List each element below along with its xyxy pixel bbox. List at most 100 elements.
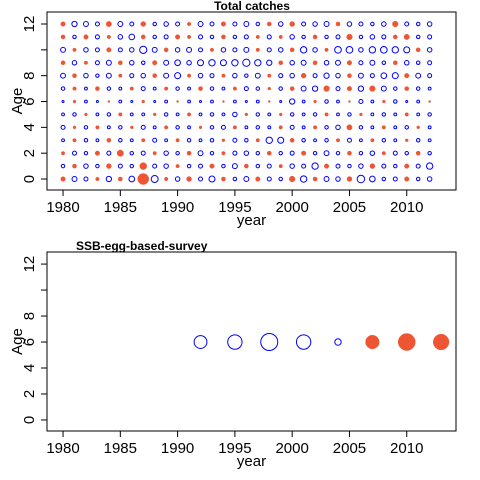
bubble: [187, 73, 192, 78]
bubble: [334, 46, 342, 54]
bubble: [425, 162, 434, 170]
bubble: [174, 176, 181, 182]
bubble: [266, 21, 272, 27]
bubble: [140, 124, 146, 130]
bubble: [210, 99, 214, 104]
bubble: [95, 100, 99, 104]
bubble: [279, 112, 283, 117]
bubble: [323, 72, 330, 79]
bubble: [83, 163, 89, 169]
bubble: [72, 99, 77, 104]
bubble: [299, 46, 308, 54]
bubble: [152, 86, 157, 91]
bubble: [72, 163, 77, 169]
bubble: [232, 111, 238, 118]
bubble: [416, 112, 421, 117]
bubble: [198, 47, 204, 53]
bubble: [382, 99, 386, 104]
bubble: [137, 173, 149, 185]
bubble: [289, 124, 295, 130]
bubble: [381, 151, 386, 156]
bubble: [301, 125, 306, 130]
bubble: [404, 150, 409, 156]
bubble: [405, 138, 409, 142]
bubble: [323, 60, 330, 66]
bubble: [289, 72, 295, 79]
bubble: [61, 100, 65, 104]
bubble: [278, 60, 283, 66]
bubble: [381, 21, 387, 27]
bubble: [278, 164, 283, 169]
bubble: [84, 112, 88, 117]
bubble: [106, 47, 112, 53]
bubble: [117, 21, 124, 27]
bubble: [255, 125, 261, 130]
bubble: [186, 150, 192, 156]
bubble: [335, 124, 341, 131]
bubble: [118, 99, 123, 104]
bubble: [427, 34, 433, 40]
bubble: [415, 21, 421, 27]
bubble: [369, 73, 375, 79]
bubble: [118, 176, 123, 182]
bubble: [107, 100, 111, 103]
bubble: [289, 150, 295, 156]
bubble: [84, 86, 88, 91]
bubble: [186, 163, 192, 169]
bubble: [347, 112, 352, 117]
bubble: [289, 163, 295, 169]
bubble: [153, 100, 157, 104]
x-tick-label: 2010: [390, 440, 423, 457]
bubble: [279, 100, 283, 104]
bubble: [106, 125, 111, 130]
bubble: [105, 72, 112, 79]
bubble: [255, 21, 261, 27]
bubble: [335, 163, 341, 169]
bubble: [197, 72, 204, 79]
bubble: [244, 112, 249, 117]
bubble: [244, 163, 249, 169]
bubble: [72, 125, 77, 130]
bubble: [369, 59, 376, 66]
bubble: [187, 22, 192, 27]
bubble: [312, 112, 318, 117]
bubble: [60, 163, 66, 169]
bubble: [369, 175, 376, 183]
bubble: [83, 60, 88, 65]
bubble: [198, 176, 204, 182]
bubble: [278, 176, 283, 182]
bubble: [393, 138, 398, 143]
bubble: [335, 176, 341, 182]
bubble: [311, 85, 319, 92]
bubble: [404, 73, 410, 79]
bubble: [323, 150, 330, 157]
bubble: [118, 73, 123, 78]
bubble: [393, 60, 398, 66]
bubble: [163, 59, 170, 66]
bubble: [106, 86, 112, 91]
bubble: [289, 21, 295, 27]
bubble: [232, 47, 238, 53]
bubble: [95, 73, 100, 78]
bubble: [117, 34, 124, 40]
bubble: [323, 85, 330, 92]
bubble: [83, 138, 89, 143]
bubble: [83, 176, 89, 182]
bubble: [289, 60, 295, 66]
bubble: [266, 150, 272, 156]
bubble: [324, 163, 330, 169]
bubble: [198, 112, 203, 117]
bubble: [175, 112, 180, 117]
bubble: [152, 73, 157, 78]
bubble: [163, 150, 169, 156]
bubble: [323, 176, 330, 182]
plot-box: [46, 11, 457, 191]
bubble: [312, 34, 318, 40]
bubble: [260, 333, 279, 352]
bubble: [118, 86, 123, 91]
bubble: [164, 177, 169, 182]
bubble: [118, 60, 123, 66]
bubble: [278, 86, 283, 91]
bubble: [82, 21, 89, 27]
chart-title: SSB-egg-based-survey: [76, 239, 208, 253]
